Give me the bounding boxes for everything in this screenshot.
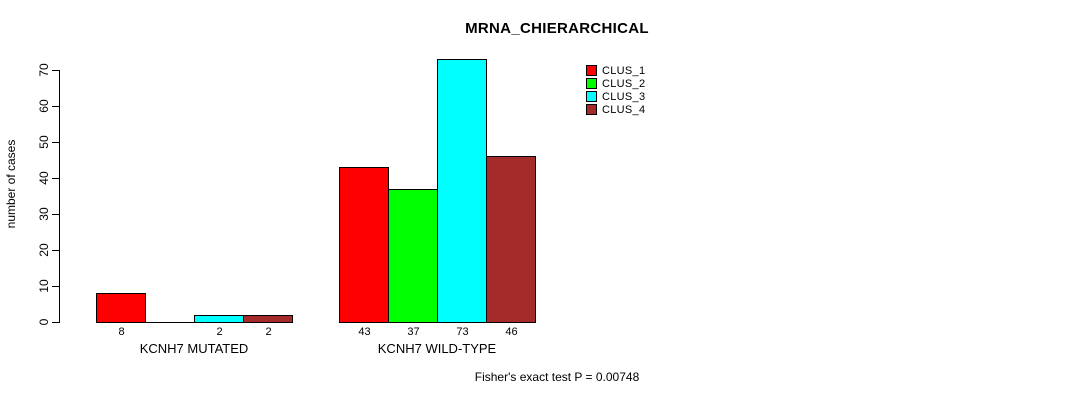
bar-clus_4 bbox=[243, 315, 293, 323]
y-axis-tick-label: 70 bbox=[37, 63, 51, 77]
y-axis-tick-label: 50 bbox=[37, 135, 51, 149]
legend-label-clus-2: CLUS_2 bbox=[602, 77, 646, 90]
legend-swatch-clus-3-icon bbox=[586, 91, 597, 102]
bar-clus_4 bbox=[486, 156, 536, 323]
y-axis-tick-label: 60 bbox=[37, 99, 51, 113]
chart-title: MRNA_CHIERARCHICAL bbox=[465, 20, 649, 37]
bar-value-label: 73 bbox=[456, 326, 469, 338]
legend-label-clus-1: CLUS_1 bbox=[602, 64, 646, 77]
legend-label-clus-4: CLUS_4 bbox=[602, 103, 646, 116]
bar-clus_2 bbox=[388, 189, 438, 323]
legend-entry-clus-1: CLUS_1 bbox=[586, 64, 645, 77]
y-axis-tick bbox=[52, 106, 59, 107]
y-axis-tick bbox=[52, 214, 59, 215]
y-axis-tick bbox=[52, 322, 59, 323]
y-axis-tick-label: 30 bbox=[37, 207, 51, 221]
legend-label-clus-3: CLUS_3 bbox=[602, 90, 646, 103]
bar-value-label: 2 bbox=[265, 326, 272, 338]
y-axis-line bbox=[59, 70, 60, 323]
bar-clus_1 bbox=[339, 167, 389, 323]
y-axis-tick bbox=[52, 178, 59, 179]
y-axis-tick bbox=[52, 250, 59, 251]
y-axis-tick-label: 20 bbox=[37, 243, 51, 257]
bar-value-label: 43 bbox=[358, 326, 371, 338]
x-axis-group-label-mutated: KCNH7 MUTATED bbox=[139, 341, 249, 356]
legend-entry-clus-4: CLUS_4 bbox=[586, 103, 645, 116]
legend-swatch-clus-1-icon bbox=[586, 65, 597, 76]
y-axis-tick-label: 10 bbox=[37, 279, 51, 293]
legend-entry-clus-2: CLUS_2 bbox=[586, 77, 645, 90]
legend: CLUS_1 CLUS_2 CLUS_3 CLUS_4 bbox=[586, 64, 645, 116]
y-axis-tick-label: 40 bbox=[37, 171, 51, 185]
y-axis-tick bbox=[52, 142, 59, 143]
bar-value-label: 46 bbox=[505, 326, 518, 338]
bar-clus_1 bbox=[96, 293, 146, 323]
legend-entry-clus-3: CLUS_3 bbox=[586, 90, 645, 103]
legend-swatch-clus-4-icon bbox=[586, 104, 597, 115]
x-axis-group-label-wildtype: KCNH7 WILD-TYPE bbox=[377, 341, 497, 356]
bar-clus_3 bbox=[437, 59, 487, 323]
fisher-test-annotation: Fisher's exact test P = 0.00748 bbox=[474, 370, 640, 384]
bar-value-label: 2 bbox=[216, 326, 223, 338]
legend-swatch-clus-2-icon bbox=[586, 78, 597, 89]
y-axis-tick bbox=[52, 286, 59, 287]
bar-clus_3 bbox=[194, 315, 244, 323]
y-axis-tick bbox=[52, 70, 59, 71]
bar-value-label: 37 bbox=[407, 326, 420, 338]
bar-value-label: 8 bbox=[118, 326, 125, 338]
y-axis-tick-label: 0 bbox=[37, 318, 51, 326]
